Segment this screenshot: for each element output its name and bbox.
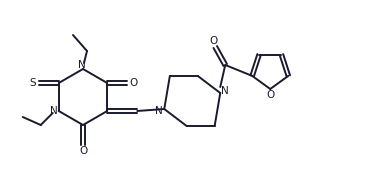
Text: N: N xyxy=(221,86,229,96)
Text: N: N xyxy=(50,106,58,116)
Text: O: O xyxy=(266,90,275,100)
Text: N: N xyxy=(78,60,86,70)
Text: S: S xyxy=(29,78,36,88)
Text: O: O xyxy=(129,78,137,88)
Text: N: N xyxy=(156,106,163,116)
Text: O: O xyxy=(209,36,218,46)
Text: O: O xyxy=(79,146,87,156)
